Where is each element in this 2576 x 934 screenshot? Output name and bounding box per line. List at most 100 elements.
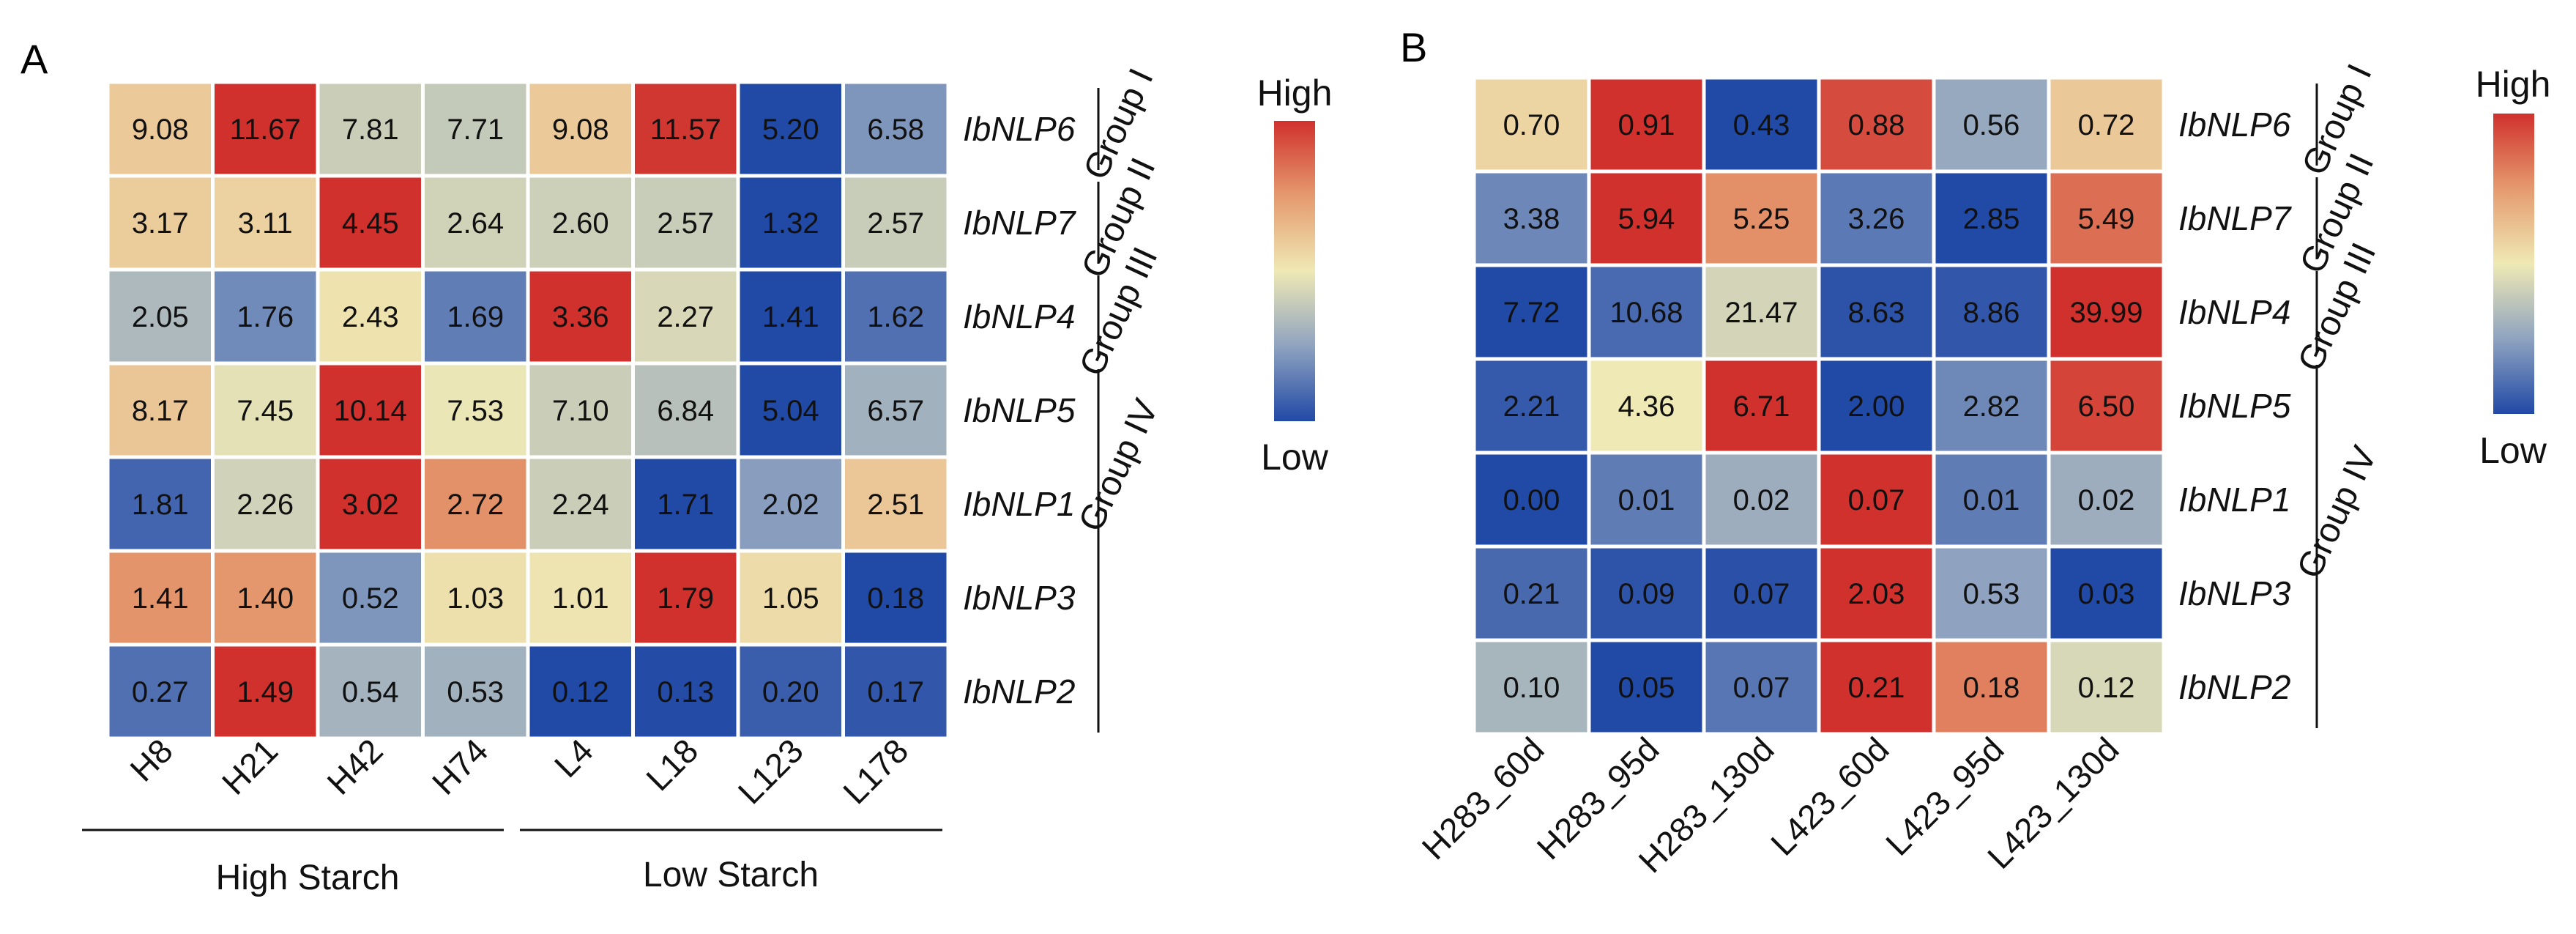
cell-value: 3.38 <box>1503 203 1560 235</box>
heatmap-cell-ibnlp3-l423_95d <box>1932 544 2051 642</box>
cell-value: 39.99 <box>2069 297 2143 329</box>
legend-a-colorbar <box>1274 121 1315 421</box>
heatmap-b: 0.70 0.91 0.43 0.88 0.56 0.72 3.38 5.94 5.25 3.26… <box>1472 75 2166 736</box>
legend-a: High Low <box>1257 73 1333 478</box>
cell-value: 3.02 <box>342 489 399 521</box>
cell-value: 6.84 <box>657 395 714 427</box>
cell-value: 0.13 <box>657 676 714 708</box>
heatmap-cell-ibnlp6-l423_95d <box>1932 75 2051 174</box>
heatmap-cell-ibnlp3-h283_95d <box>1587 544 1706 642</box>
heatmap-cell-ibnlp3-h283_130d <box>1702 544 1821 642</box>
cell-value: 2.27 <box>657 301 714 333</box>
legend-a-low-label: Low <box>1261 437 1329 478</box>
cell-value: 3.36 <box>552 301 609 333</box>
cell-value: 0.18 <box>867 582 924 615</box>
legend-b-low-label: Low <box>2479 430 2547 471</box>
cell-value: 11.67 <box>230 114 301 146</box>
column-label-h74: H74 <box>425 731 495 801</box>
cell-value: 0.43 <box>1733 109 1790 141</box>
row-label-ibnlp4: IbNLP4 <box>2178 293 2290 331</box>
row-label-ibnlp7: IbNLP7 <box>2178 199 2292 237</box>
row-label-ibnlp1: IbNLP1 <box>963 485 1075 523</box>
column-label-h21: H21 <box>215 731 285 801</box>
row-label-ibnlp2: IbNLP2 <box>963 672 1075 711</box>
heatmap-cell-ibnlp3-l178 <box>841 549 950 647</box>
heatmap-cell-ibnlp5-l4 <box>526 361 635 459</box>
cell-value: 0.12 <box>2078 672 2135 704</box>
cell-value: 2.03 <box>1848 578 1905 610</box>
group-label-group-iv: Group IV <box>2290 440 2384 584</box>
cell-value: 2.02 <box>762 489 819 521</box>
row-label-ibnlp6: IbNLP6 <box>963 110 1076 148</box>
cell-value: 0.02 <box>1733 484 1790 516</box>
cell-value: 0.53 <box>447 676 504 708</box>
cell-value: 6.71 <box>1733 390 1790 423</box>
low-starch-label: Low Starch <box>643 856 819 894</box>
heatmap-cell-ibnlp6-h283_130d <box>1702 75 1821 174</box>
cell-value: 1.41 <box>762 301 819 333</box>
heatmap-cell-ibnlp4-l423_130d <box>2047 263 2166 361</box>
cell-value: 2.72 <box>447 489 504 521</box>
cell-value: 1.03 <box>447 582 504 615</box>
heatmap-cell-ibnlp1-h74 <box>421 455 530 553</box>
cell-value: 4.45 <box>342 207 399 240</box>
heatmap-cell-ibnlp4-h283_130d <box>1702 263 1821 361</box>
cell-value: 9.08 <box>552 114 609 146</box>
cell-value: 5.20 <box>762 114 819 146</box>
cell-value: 7.81 <box>342 114 399 146</box>
heatmap-cell-ibnlp2-h283_130d <box>1702 638 1821 736</box>
group-label-group-iv: Group IV <box>1071 393 1166 537</box>
cell-value: 2.43 <box>342 301 399 333</box>
heatmap-cell-ibnlp2-h42 <box>316 642 425 741</box>
cell-value: 0.53 <box>1963 578 2020 610</box>
cell-value: 1.01 <box>552 582 609 615</box>
cell-value: 2.85 <box>1963 203 2020 235</box>
column-label-h283_60d: H283_60d <box>1415 730 1552 867</box>
column-label-h42: H42 <box>319 731 390 801</box>
cell-value: 7.72 <box>1503 297 1560 329</box>
cell-value: 2.51 <box>867 489 924 521</box>
cell-value: 0.10 <box>1503 672 1560 704</box>
legend-b-high-label: High <box>2476 64 2551 105</box>
cell-value: 1.40 <box>237 582 294 615</box>
cell-value: 0.00 <box>1503 484 1560 516</box>
cell-value: 7.71 <box>447 114 504 146</box>
heatmap-cell-ibnlp3-l18 <box>631 549 740 647</box>
heatmap-cell-ibnlp4-h8 <box>105 267 215 366</box>
row-label-ibnlp2: IbNLP2 <box>2178 668 2290 706</box>
heatmap-cell-ibnlp7-l18 <box>631 174 740 272</box>
heatmap-cell-ibnlp2-l423_60d <box>1817 638 1936 736</box>
cell-value: 1.05 <box>762 582 819 615</box>
cell-value: 0.01 <box>1963 484 2020 516</box>
cell-value: 1.49 <box>237 676 294 708</box>
cell-value: 0.88 <box>1848 109 1905 141</box>
heatmap-cell-ibnlp3-h283_60d <box>1472 544 1591 642</box>
heatmap-cell-ibnlp2-l18 <box>631 642 740 741</box>
heatmap-cell-ibnlp2-l4 <box>526 642 635 741</box>
cell-value: 0.07 <box>1733 672 1790 704</box>
cell-value: 1.69 <box>447 301 504 333</box>
cell-value: 0.07 <box>1848 484 1905 516</box>
cell-value: 11.57 <box>650 114 721 146</box>
cell-value: 2.24 <box>552 489 609 521</box>
panel-a-label: A <box>21 36 48 82</box>
cell-value: 3.11 <box>238 207 293 240</box>
heatmap-cell-ibnlp6-l18 <box>631 80 740 178</box>
cell-value: 3.26 <box>1848 203 1905 235</box>
heatmap-cell-ibnlp5-l423_60d <box>1817 357 1936 455</box>
column-label-l423_60d: L423_60d <box>1763 730 1896 862</box>
cell-value: 1.71 <box>657 489 714 521</box>
cell-value: 2.21 <box>1503 390 1560 423</box>
panel-b-label: B <box>1400 24 1427 70</box>
row-label-ibnlp1: IbNLP1 <box>2178 481 2290 519</box>
row-label-ibnlp5: IbNLP5 <box>2178 387 2291 425</box>
column-labels-b: H283_60dH283_95dH283_130dL423_60dL423_95… <box>1415 730 2126 880</box>
cell-value: 6.58 <box>867 114 924 146</box>
heatmap-cell-ibnlp3-l4 <box>526 549 635 647</box>
cell-value: 0.56 <box>1963 109 2020 141</box>
cell-value: 0.21 <box>1848 672 1905 704</box>
heatmap-cell-ibnlp1-h283_130d <box>1702 451 1821 549</box>
heatmap-cell-ibnlp6-l423_130d <box>2047 75 2166 174</box>
gene-labels-b: IbNLP6 IbNLP7 IbNLP4 IbNLP5 IbNLP1 IbNLP3 IbNL… <box>2178 105 2292 706</box>
